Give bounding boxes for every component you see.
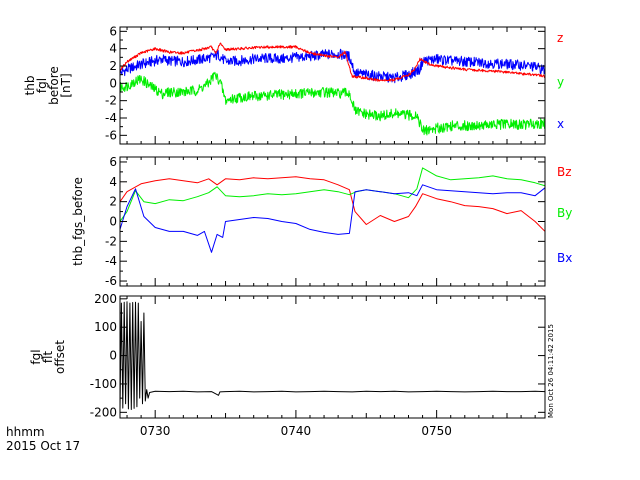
plot-frame — [119, 295, 546, 419]
legend-entry-bz: Bz — [557, 165, 572, 179]
series-line-z — [120, 42, 545, 82]
y-tick-label: -100 — [90, 377, 117, 391]
legend-entry-by: By — [557, 206, 572, 220]
y-tick-label: 200 — [94, 292, 117, 306]
y-axis-label: flt — [41, 351, 55, 364]
y-tick-label: 0 — [109, 215, 117, 229]
date-label: 2015 Oct 17 — [6, 439, 80, 453]
series-line-offset — [120, 301, 545, 410]
series-line-y — [120, 71, 545, 136]
y-tick-label: 2 — [109, 59, 117, 73]
x-tick-label: 0750 — [421, 424, 452, 438]
y-tick-label: 6 — [109, 155, 117, 169]
y-axis-label: [nT] — [59, 73, 73, 97]
plot-frame — [119, 156, 546, 287]
y-tick-label: 100 — [94, 320, 117, 334]
series-line-bx — [120, 184, 545, 253]
y-tick-label: 6 — [109, 24, 117, 38]
series-line-by — [120, 167, 545, 222]
y-tick-label: -6 — [105, 274, 117, 288]
y-tick-label: -4 — [105, 111, 117, 125]
y-tick-label: 0 — [109, 76, 117, 90]
y-tick-label: 4 — [109, 175, 117, 189]
y-tick-label: -2 — [105, 94, 117, 108]
time-format-label: hhmm — [6, 425, 45, 439]
y-tick-label: -2 — [105, 234, 117, 248]
y-tick-label: -6 — [105, 128, 117, 142]
y-axis-label: before — [47, 66, 61, 105]
y-axis-label: offset — [53, 340, 67, 374]
y-axis-label: fgl — [29, 349, 43, 364]
legend-entry-x: x — [557, 117, 564, 131]
y-tick-label: 2 — [109, 195, 117, 209]
series-line-bz — [120, 176, 545, 232]
legend-entry-bx: Bx — [557, 251, 572, 265]
panel-middle: -6 -4 -2 0 2 4 6 thb_fgs_before Bz By Bx — [71, 155, 572, 288]
legend-entry-z: z — [557, 31, 563, 45]
x-tick-label: 0730 — [140, 424, 171, 438]
x-tick-label: 0740 — [281, 424, 312, 438]
y-axis-label: fgl — [35, 78, 49, 93]
y-axis-label: thb — [23, 76, 37, 96]
y-tick-label: 0 — [109, 349, 117, 363]
timestamp-note: Mon Oct 26 04:11:42 2015 — [547, 324, 555, 418]
plot-frame — [119, 26, 546, 145]
y-tick-label: -4 — [105, 254, 117, 268]
y-axis-label: thb_fgs_before — [71, 177, 85, 266]
legend-entry-y: y — [557, 75, 564, 89]
y-tick-label: -200 — [90, 405, 117, 419]
series-line-x — [120, 48, 545, 84]
y-tick-label: 4 — [109, 42, 117, 56]
